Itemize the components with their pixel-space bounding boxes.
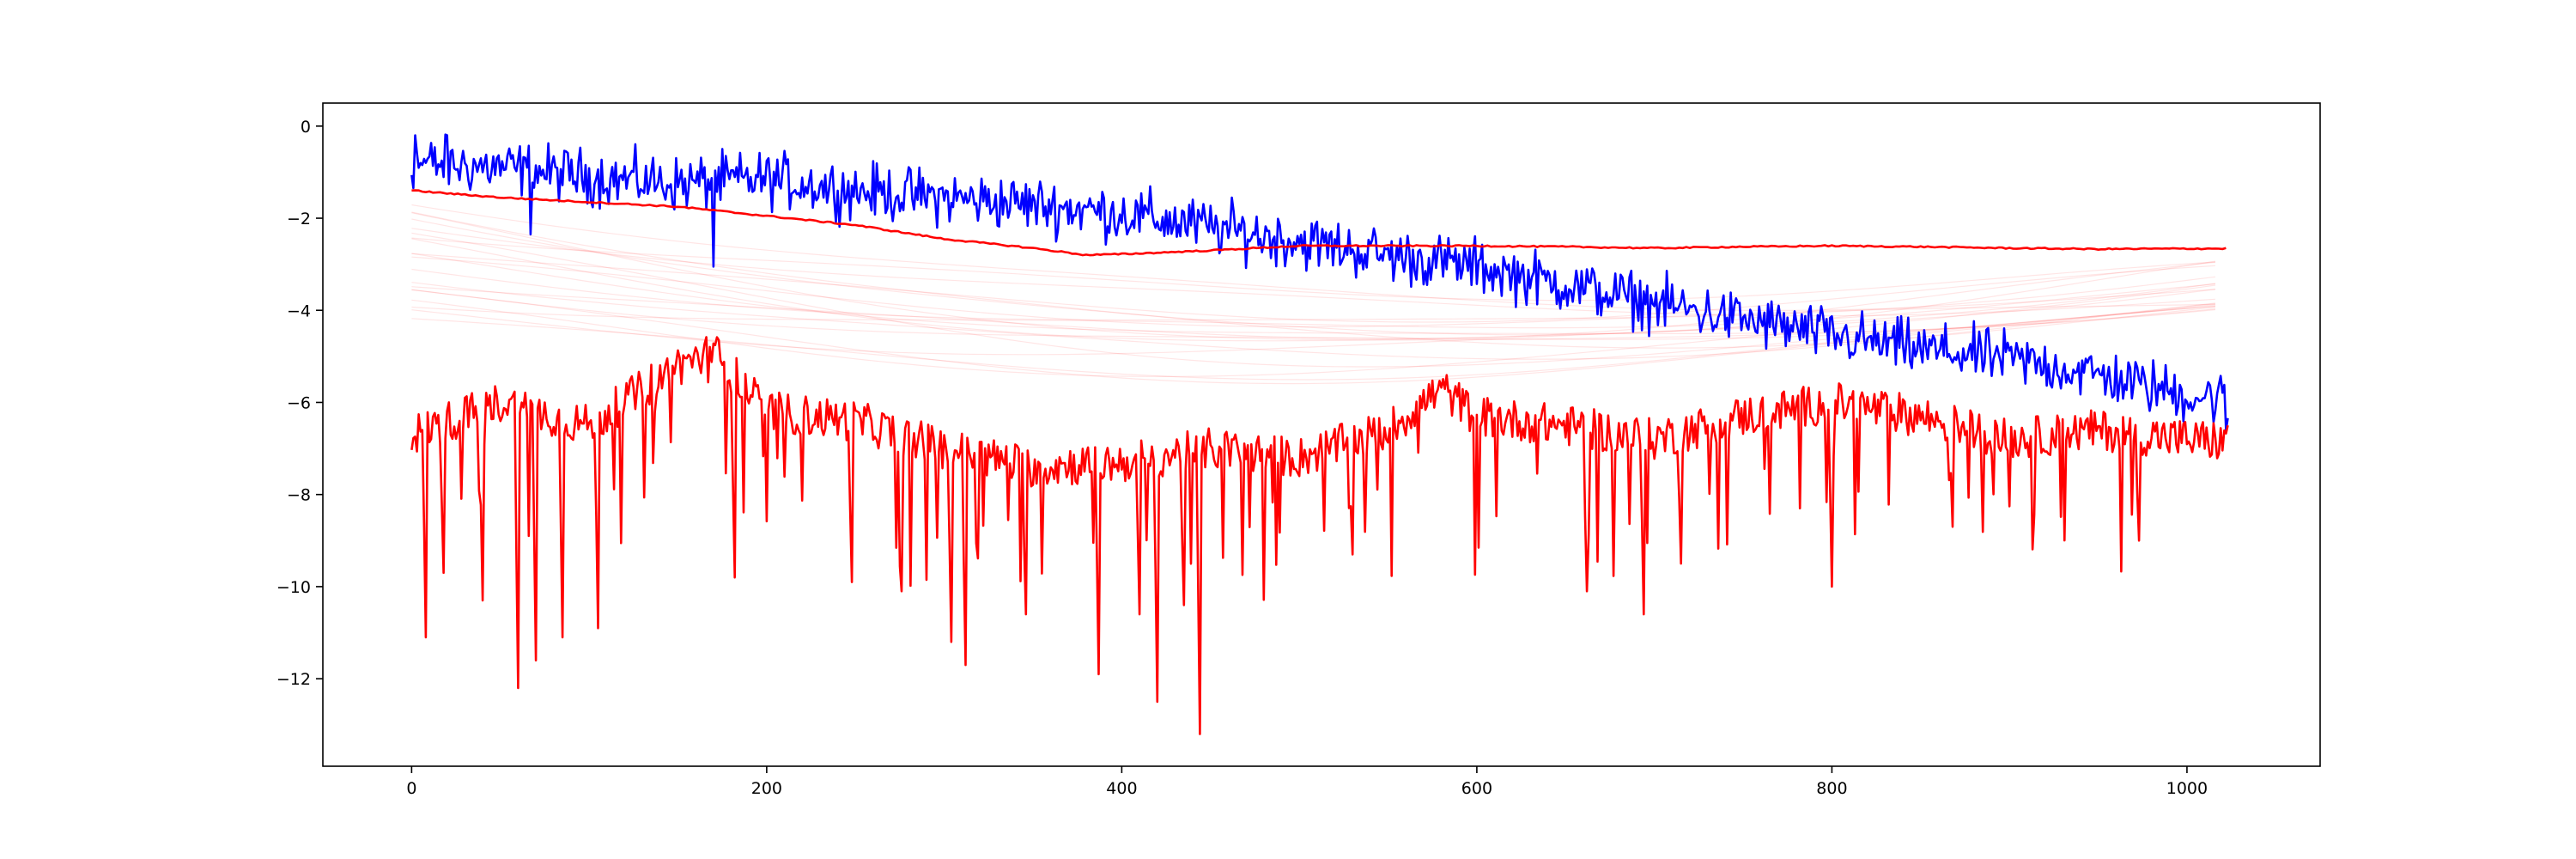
red-smooth-series-line [411, 189, 2227, 257]
faint-line [411, 282, 2216, 360]
faint-line [411, 261, 2216, 339]
y-tick-label: −12 [276, 670, 311, 689]
faint-line [411, 238, 2216, 342]
x-tick-label: 1000 [2166, 779, 2208, 798]
x-tick-label: 0 [406, 779, 416, 798]
x-axis: 0 200 400 600 800 1000 [406, 766, 2208, 798]
faint-line [411, 289, 2216, 340]
faint-line [411, 232, 2216, 368]
faint-line [411, 284, 2216, 378]
x-tick-label: 200 [751, 779, 782, 798]
faint-line [411, 305, 2216, 381]
faint-line [411, 211, 2216, 349]
y-axis: 0 −2 −4 −6 −8 −10 −12 [276, 118, 323, 689]
x-tick-label: 600 [1461, 779, 1492, 798]
faint-line [411, 212, 2216, 341]
faint-line [411, 268, 2216, 321]
y-tick-label: −6 [287, 393, 311, 412]
plot-area-frame [322, 102, 2321, 767]
faint-line [411, 253, 2216, 335]
faint-line [411, 256, 2216, 328]
faint-line [411, 228, 2216, 317]
y-tick-label: −8 [287, 486, 311, 505]
faint-line [411, 289, 2216, 385]
faint-line [411, 283, 2216, 356]
y-tick-label: −2 [287, 210, 311, 228]
faint-line [411, 253, 2216, 323]
y-tick-label: −10 [276, 578, 311, 597]
series-lines-group [410, 133, 2229, 735]
blue-series-line [410, 133, 2229, 431]
red-jagged-series-line [410, 336, 2229, 735]
y-tick-label: 0 [301, 118, 311, 137]
x-tick-label: 400 [1106, 779, 1137, 798]
x-tick-label: 800 [1816, 779, 1847, 798]
faint-line [411, 218, 2216, 336]
y-tick-label: −4 [287, 302, 311, 320]
faint-line [411, 283, 2216, 329]
